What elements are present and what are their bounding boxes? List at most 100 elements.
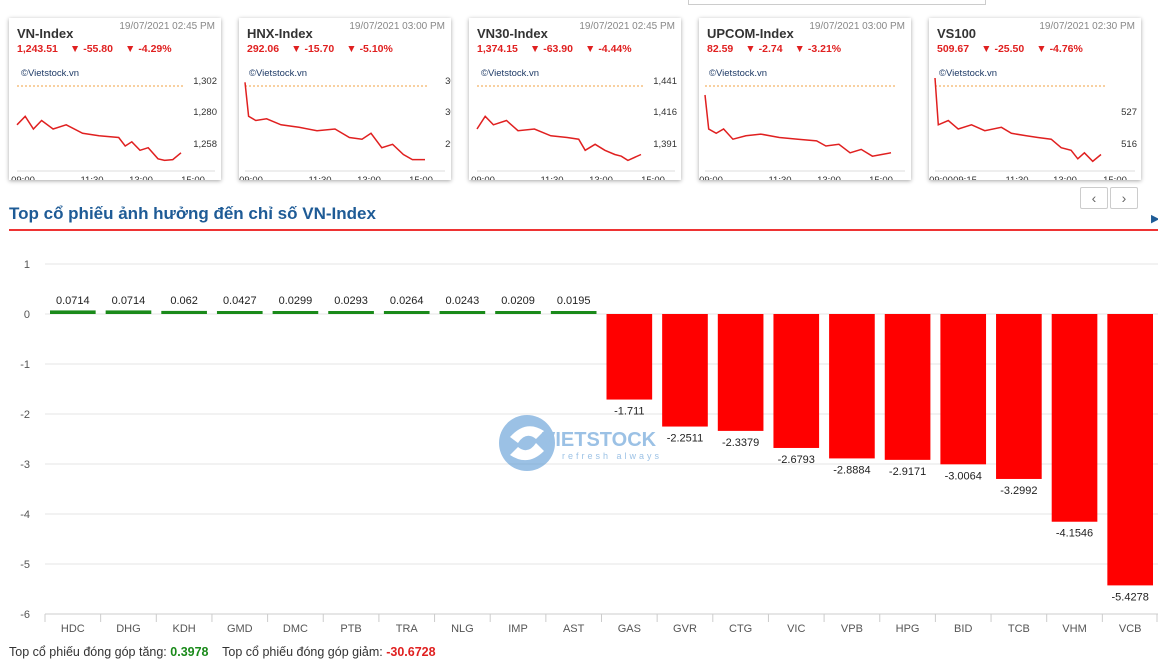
index-date: 19/07/2021 03:00 PM [809, 21, 905, 32]
x-tick-label: 13:00 [589, 175, 613, 180]
title-divider [9, 229, 1158, 231]
index-value: 1,374.15 [477, 43, 518, 55]
x-tick-label: AST [563, 623, 585, 635]
data-label: -3.0064 [945, 470, 982, 482]
x-tick-label: GVR [673, 623, 697, 635]
index-change: ▼ -25.50 [981, 43, 1025, 55]
index-change: ▼ -63.90 [529, 43, 573, 55]
y-tick-label: 0 [24, 309, 30, 321]
x-tick-label: VIC [787, 623, 805, 635]
x-tick-label: 09:00 [699, 175, 723, 180]
next-button[interactable]: › [1110, 187, 1138, 209]
index-value: 82.59 [707, 43, 734, 55]
x-tick-label: 09:00 [239, 175, 263, 180]
x-tick-label: 09:00 [11, 175, 35, 180]
index-card-upcom-index[interactable]: UPCOM-Index 19/07/2021 03:00 PM 82.59 ▼ -… [699, 18, 911, 180]
bar-bid [940, 314, 987, 465]
index-mini-chart: ©Vietstock.vn858309:0011:3013:0015:00 [699, 68, 905, 180]
y-tick-label: 1,441 [653, 76, 677, 87]
index-percent: ▼ -4.44% [584, 43, 632, 55]
bar-ptb [328, 311, 374, 314]
index-card-vn30-index[interactable]: VN30-Index 19/07/2021 02:45 PM 1,374.15 ▼… [469, 18, 681, 180]
x-tick-label: 13:00 [129, 175, 153, 180]
index-mini-chart: ©Vietstock.vn 1,302 1,280 1,258 09:00 11:30 13… [11, 68, 217, 180]
data-label: 0.0209 [501, 295, 535, 307]
x-tick-label: NLG [451, 623, 474, 635]
index-line [16, 115, 182, 162]
x-tick-label: DHG [116, 623, 140, 635]
data-label: -3.2992 [1000, 485, 1037, 497]
source-label: ©Vietstock.vn [481, 68, 539, 79]
x-tick-label: 15:00 [641, 175, 665, 180]
index-percent: ▼ -3.21% [794, 43, 842, 55]
data-label: 0.0293 [334, 295, 368, 307]
index-value: 1,243.51 [17, 43, 58, 55]
data-label: 0.0714 [56, 295, 90, 307]
arrow-down-icon: ▼ [346, 43, 357, 55]
bar-dhg [105, 310, 152, 314]
bar-vhm [1051, 314, 1098, 522]
x-tick-label: 09:00 [929, 175, 953, 180]
index-mini-chart: ©Vietstock.vn 1,441 1,416 1,391 09:00 11:30 13… [471, 68, 677, 180]
index-line [704, 94, 892, 157]
y-tick-label: -1 [20, 359, 30, 371]
impact-bar-chart: 1 0 -1 -2 -3 -4 -5 -6 0.0714 HDC 0.0714 DHG 0.062 KDH… [20, 259, 1158, 635]
x-tick-label: 11:30 [308, 175, 331, 180]
index-value: 292.06 [247, 43, 280, 55]
index-date: 19/07/2021 02:30 PM [1039, 21, 1135, 32]
index-name: UPCOM-Index [707, 26, 794, 41]
index-card-vs100[interactable]: VS100 19/07/2021 02:30 PM 509.67 ▼ -25.50… [929, 18, 1141, 180]
index-values: 1,374.15 ▼ -63.90 ▼ -4.44% [477, 43, 644, 55]
arrow-down-icon: ▼ [584, 43, 596, 55]
bar-kdh [161, 310, 207, 314]
data-label: 0.0195 [557, 295, 591, 307]
bar-imp [495, 311, 541, 314]
data-label: -1.711 [614, 406, 644, 418]
section-title: Top cổ phiếu ảnh hưởng đến chỉ số VN-Ind… [9, 204, 376, 223]
y-tick-label: 309 [445, 76, 451, 87]
prev-button[interactable]: ‹ [1080, 187, 1108, 209]
arrow-down-icon: ▼ [745, 43, 756, 55]
x-tick-label: BID [954, 623, 972, 635]
x-tick-label: HPG [896, 623, 920, 635]
section-arrow-icon[interactable]: ▶ [1151, 213, 1158, 225]
arrow-down-icon: ▼ [529, 43, 541, 55]
gain-label: Top cổ phiếu đóng góp tăng: [9, 645, 167, 659]
y-tick-label: -4 [20, 509, 30, 521]
data-label: -2.8884 [833, 464, 870, 476]
bar-dmc [272, 311, 319, 314]
y-tick-label: 297 [445, 139, 451, 150]
index-change: ▼ -15.70 [291, 43, 335, 55]
index-card-vn-index[interactable]: VN-Index 19/07/2021 02:45 PM 1,243.51 ▼ -… [9, 18, 221, 180]
x-tick-label: VPB [841, 623, 863, 635]
x-tick-label: 15:00 [1103, 175, 1127, 180]
arrow-down-icon: ▼ [69, 43, 81, 55]
index-percent: ▼ -5.10% [346, 43, 393, 55]
source-label: ©Vietstock.vn [939, 68, 997, 79]
x-tick-label: 11:30 [1005, 175, 1028, 180]
index-name: VN-Index [17, 26, 74, 41]
arrow-down-icon: ▼ [291, 43, 302, 55]
x-tick-label: 15:00 [181, 175, 205, 180]
arrow-down-icon: ▼ [1036, 43, 1047, 55]
index-values: 509.67 ▼ -25.50 ▼ -4.76% [937, 43, 1095, 55]
index-percent: ▼ -4.76% [1036, 43, 1083, 55]
bar-vic [773, 314, 820, 448]
bar-tra [383, 311, 430, 314]
x-tick-label: 13:00 [817, 175, 841, 180]
index-line [934, 77, 1102, 163]
bar-gmd [216, 311, 263, 314]
index-name: HNX-Index [247, 26, 313, 41]
index-value: 509.67 [937, 43, 970, 55]
x-tick-label: 11:30 [540, 175, 563, 180]
x-tick-label: CTG [729, 623, 752, 635]
contribution-summary: Top cổ phiếu đóng góp tăng: 0.3978 Top c… [9, 645, 436, 659]
data-label: 0.0264 [390, 295, 424, 307]
index-card-hnx-index[interactable]: HNX-Index 19/07/2021 03:00 PM 292.06 ▼ -1… [239, 18, 451, 180]
y-tick-label: 1,280 [193, 107, 217, 118]
top-panel-edge [688, 0, 986, 5]
y-tick-label: 1,258 [193, 139, 217, 150]
loss-value: -30.6728 [386, 645, 436, 659]
y-tick-label: 527 [1121, 107, 1137, 118]
data-label: -5.4278 [1112, 591, 1149, 603]
